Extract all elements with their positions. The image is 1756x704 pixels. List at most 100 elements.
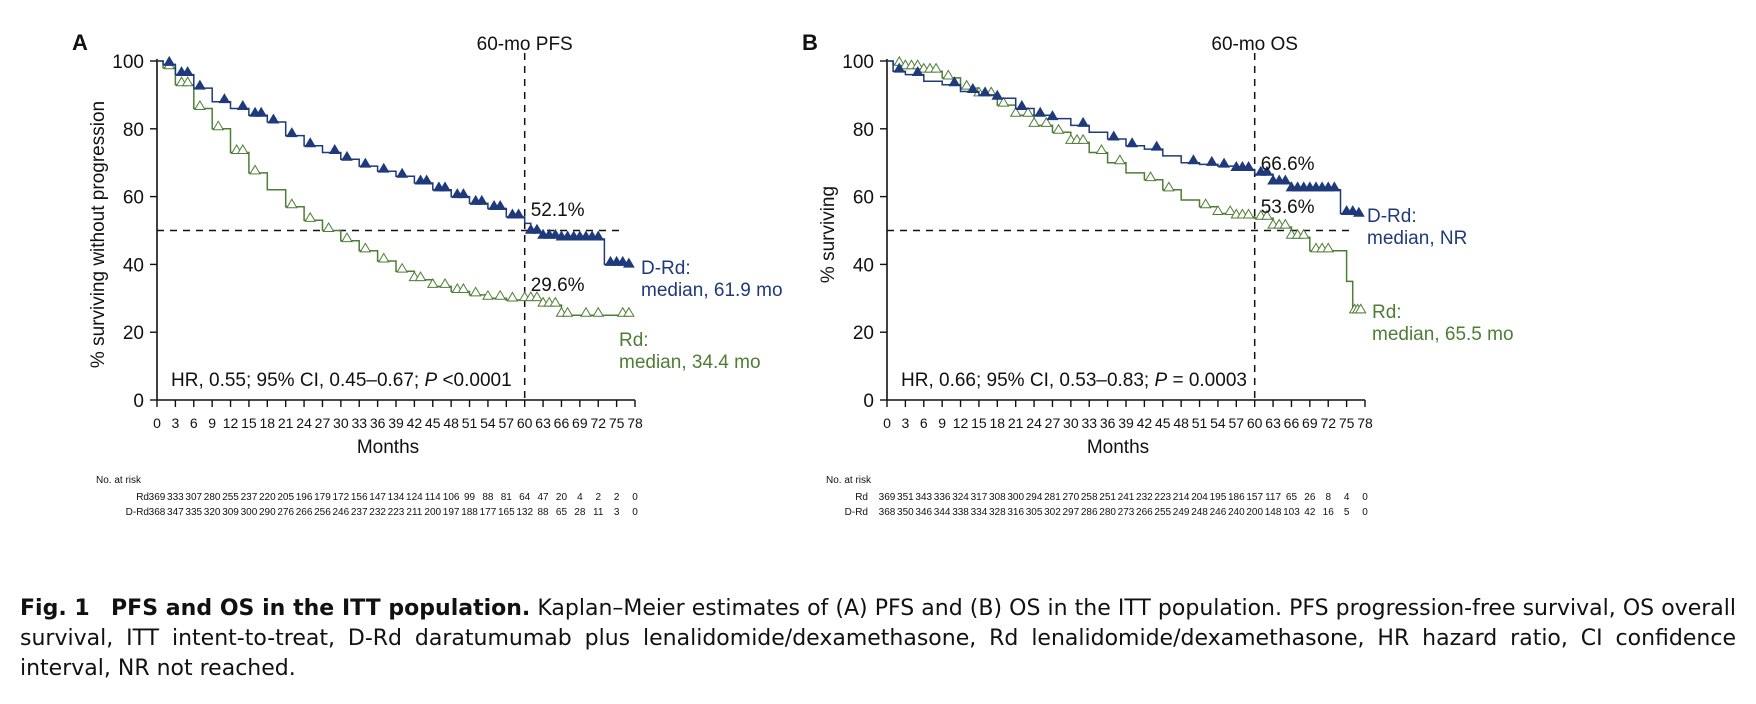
x-tick-label: 36 — [1100, 415, 1116, 431]
censor-mark-rd — [377, 252, 390, 263]
risk-count: 240 — [1228, 507, 1245, 518]
censor-mark-rd — [1354, 303, 1367, 314]
x-tick-label: 72 — [590, 415, 606, 431]
x-tick-label: 3 — [901, 415, 909, 431]
risk-count: 16 — [1323, 507, 1335, 518]
risk-count: 205 — [277, 492, 294, 503]
risk-count: 294 — [1026, 492, 1043, 503]
censor-mark-rd — [249, 164, 261, 175]
y-tick-label: 80 — [853, 120, 874, 141]
risk-count: 99 — [464, 492, 476, 503]
x-tick-label: 69 — [572, 415, 588, 431]
x-tick-label: 36 — [370, 415, 386, 431]
censor-mark-d-rd — [531, 223, 543, 234]
censor-mark-d-rd — [1218, 157, 1230, 168]
median-label-rd: Rd: — [1372, 302, 1402, 323]
risk-count: 179 — [314, 492, 331, 503]
censor-mark-d-rd — [1328, 181, 1341, 192]
censor-mark-d-rd — [475, 194, 488, 205]
censor-mark-rd — [1242, 208, 1255, 219]
censor-mark-rd — [1113, 154, 1126, 165]
risk-count: 157 — [1246, 492, 1263, 503]
censor-mark-d-rd — [893, 62, 906, 73]
censor-mark-d-rd — [1034, 106, 1047, 117]
censor-mark-rd — [930, 62, 942, 73]
x-tick-label: 69 — [1302, 415, 1318, 431]
censor-mark-d-rd — [979, 86, 991, 97]
x-tick-label: 42 — [407, 415, 423, 431]
hr-statistic: HR, 0.66; 95% CI, 0.53–0.83; P = 0.0003 — [901, 370, 1247, 391]
risk-count: 28 — [574, 507, 586, 518]
censor-mark-d-rd — [948, 76, 961, 87]
risk-count: 147 — [369, 492, 386, 503]
x-tick-label: 57 — [1229, 415, 1245, 431]
censor-mark-rd — [322, 222, 335, 232]
censor-mark-rd — [1040, 116, 1053, 127]
figure-caption: Fig. 1 PFS and OS in the ITT population.… — [20, 594, 1736, 684]
y-axis-label: % surviving — [818, 186, 839, 283]
censor-mark-rd — [1322, 242, 1335, 253]
censor-mark-d-rd — [359, 157, 372, 168]
x-tick-label: 66 — [1284, 415, 1300, 431]
caption-text: Kaplan–Meier estimates of (A) PFS and (B… — [20, 596, 1737, 681]
milestone-value-d-rd: 66.6% — [1261, 154, 1315, 175]
risk-count: 42 — [1304, 507, 1316, 518]
censor-mark-d-rd — [1150, 140, 1163, 151]
censor-mark-rd — [997, 96, 1010, 107]
x-tick-label: 9 — [938, 415, 946, 431]
risk-count: 148 — [1265, 507, 1282, 518]
median-label-d-rd: D-Rd: — [1367, 206, 1417, 227]
risk-count: 232 — [1136, 492, 1153, 503]
risk-row-label: Rd — [855, 492, 868, 503]
risk-count: 8 — [1325, 492, 1331, 503]
censor-mark-rd — [561, 306, 574, 317]
x-tick-label: 75 — [1339, 415, 1355, 431]
censor-mark-d-rd — [341, 150, 353, 161]
censor-mark-rd — [1052, 123, 1065, 134]
x-tick-label: 45 — [425, 415, 441, 431]
panel-letter: B — [802, 30, 818, 55]
risk-count: 2 — [614, 492, 620, 503]
risk-count: 132 — [516, 507, 533, 518]
censor-mark-rd — [592, 306, 605, 317]
y-tick-label: 60 — [853, 188, 874, 209]
risk-count: 309 — [222, 507, 239, 518]
x-tick-label: 21 — [1008, 415, 1024, 431]
risk-count: 11 — [593, 507, 604, 518]
x-tick-label: 6 — [190, 415, 198, 431]
risk-count: 297 — [1063, 507, 1080, 518]
censor-mark-rd — [1095, 144, 1108, 155]
censor-mark-d-rd — [396, 167, 409, 178]
milestone-label: 60-mo PFS — [477, 34, 573, 55]
risk-count: 346 — [915, 507, 932, 518]
x-tick-label: 42 — [1137, 415, 1153, 431]
censor-mark-d-rd — [457, 188, 470, 199]
p-value: <0.0001 — [437, 370, 512, 391]
risk-count: 256 — [314, 507, 331, 518]
x-tick-label: 9 — [208, 415, 216, 431]
risk-count: 195 — [1210, 492, 1227, 503]
risk-count: 266 — [1136, 507, 1153, 518]
median-label-d-rd: median, 61.9 mo — [641, 280, 783, 301]
x-tick-label: 60 — [517, 415, 533, 431]
y-tick-label: 60 — [123, 188, 144, 209]
risk-count: 290 — [259, 507, 276, 518]
risk-count: 0 — [1362, 492, 1368, 503]
risk-count: 214 — [1173, 492, 1190, 503]
censor-mark-rd — [1077, 133, 1089, 144]
risk-count: 65 — [1286, 492, 1298, 503]
censor-mark-d-rd — [304, 137, 317, 148]
censor-mark-rd — [531, 291, 543, 302]
risk-count: 316 — [1007, 507, 1024, 518]
risk-row-label: D-Rd — [845, 507, 868, 518]
risk-count: 270 — [1063, 492, 1080, 503]
censor-mark-rd — [426, 277, 439, 288]
risk-count: 177 — [480, 507, 497, 518]
risk-count: 273 — [1118, 507, 1135, 518]
censor-mark-d-rd — [1077, 116, 1089, 127]
censor-mark-d-rd — [163, 55, 176, 66]
censor-mark-rd — [1279, 218, 1292, 229]
risk-count: 237 — [351, 507, 368, 518]
risk-count: 103 — [1283, 507, 1300, 518]
p-symbol: P — [1155, 370, 1168, 391]
